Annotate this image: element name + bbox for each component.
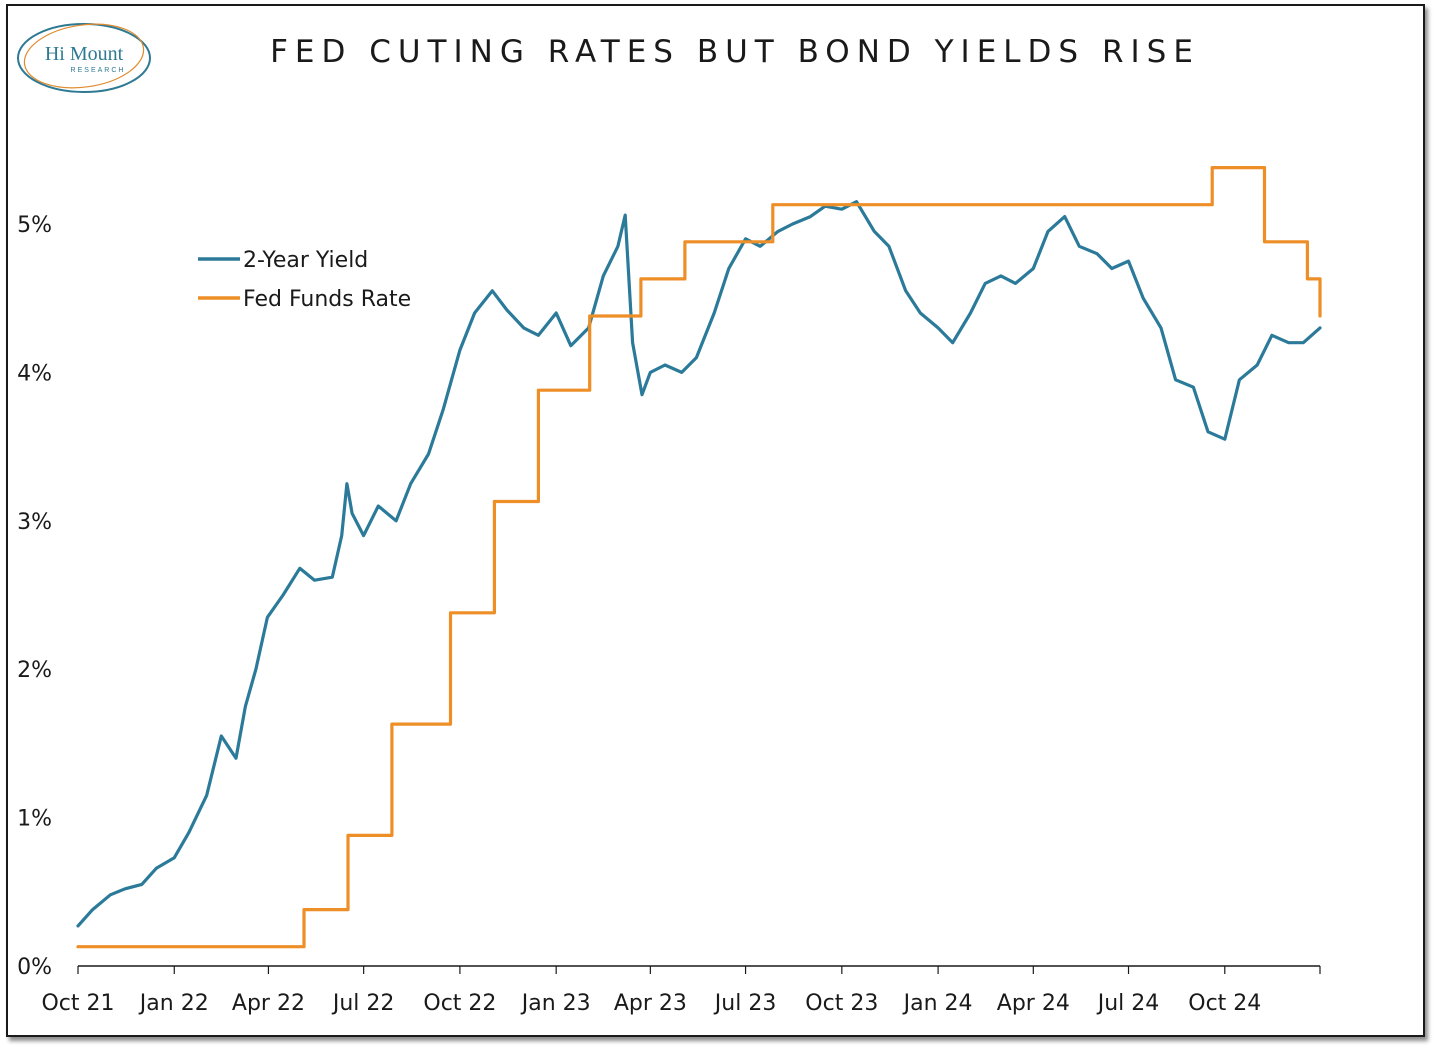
y-tick-label: 1%: [17, 807, 52, 832]
x-tick-label: Jul 23: [713, 991, 777, 1016]
logo-mark: Hi Mount RESEARCH: [17, 23, 151, 93]
chart-title: FED CUTING RATES BUT BOND YIELDS RISE: [270, 34, 1200, 70]
x-tick-label: Apr 22: [232, 991, 305, 1016]
x-tick-label: Apr 24: [997, 991, 1070, 1016]
x-tick-label: Oct 21: [41, 991, 114, 1016]
axes: Oct 21 Jan 22 Apr 22 Jul 22 Oct 22 Jan 23 Apr …: [17, 213, 1321, 1016]
y-tick-label: 3%: [17, 510, 52, 535]
y-tick-label: 2%: [17, 658, 52, 683]
x-tick-label: Oct 24: [1188, 991, 1261, 1016]
y-tick-label: 4%: [17, 361, 52, 386]
legend: 2-Year Yield Fed Funds Rate: [198, 248, 411, 312]
x-tick-label: Apr 23: [614, 991, 687, 1016]
x-tick-label: Oct 23: [805, 991, 878, 1016]
y-tick-label: 0%: [17, 955, 52, 980]
chart-frame: [6, 4, 1425, 1037]
x-tick-label: Jan 24: [902, 991, 973, 1016]
legend-label: 2-Year Yield: [243, 248, 368, 273]
logo-ring-blue: [17, 23, 151, 93]
x-tick-label: Jan 22: [138, 991, 209, 1016]
series-group: [76, 166, 1322, 949]
series-line-fed-funds-rate: [76, 166, 1322, 949]
x-tick-label: Oct 22: [423, 991, 496, 1016]
x-tick-label: Jan 23: [520, 991, 591, 1016]
series-line-2-year-yield: [76, 200, 1322, 928]
logo-subtext: RESEARCH: [71, 67, 126, 74]
logo: Hi Mount RESEARCH: [14, 18, 154, 98]
logo-ring-orange: [23, 23, 145, 89]
logo-text: Hi Mount: [45, 43, 124, 65]
x-tick-label: Jul 24: [1096, 991, 1160, 1016]
y-tick-label: 5%: [17, 213, 52, 238]
legend-label: Fed Funds Rate: [243, 287, 411, 312]
x-tick-label: Jul 22: [331, 991, 395, 1016]
